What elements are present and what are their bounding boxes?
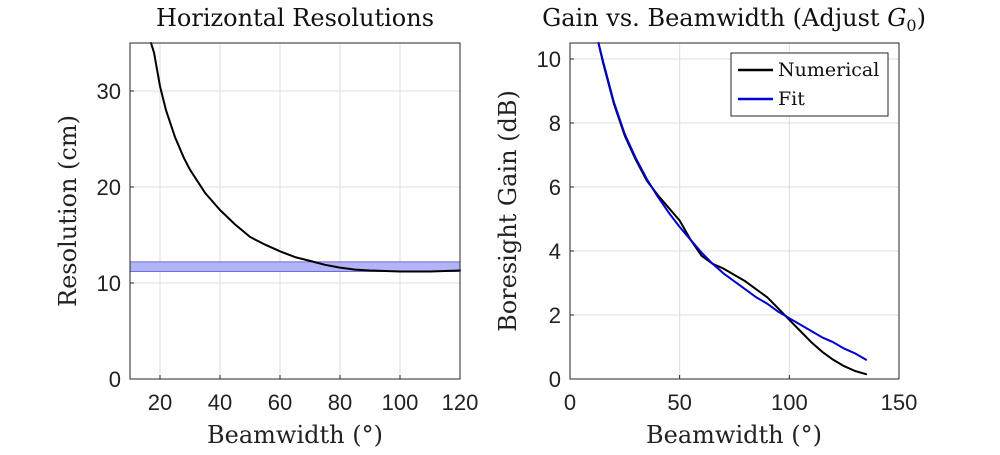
chart-gain-vs-beamwidth: 0 50 100 150 0 2 4 6 8 10 Gain vs. Beamwidth (Ad… (494, 4, 926, 449)
chart-title: Gain vs. Beamwidth (Adjust G0) (542, 4, 926, 35)
y-tick-label: 0 (549, 367, 561, 392)
plot-area (129, 42, 461, 380)
y-tick-label: 10 (537, 47, 561, 72)
x-tick-label: 150 (881, 390, 918, 415)
y-tick-label: 8 (549, 111, 561, 136)
x-tick-label: 120 (442, 390, 479, 415)
y-tick-label: 6 (549, 175, 561, 200)
legend: Numerical Fit (730, 52, 889, 117)
y-tick-label: 20 (97, 175, 121, 200)
chart-title-end: ) (917, 4, 926, 32)
chart-horizontal-resolutions: 20 40 60 80 100 120 0 10 20 30 Horizontal Resolu… (54, 4, 478, 449)
grid (130, 43, 461, 380)
y-tick-label: 30 (97, 79, 121, 104)
legend-label-fit: Fit (778, 88, 805, 110)
legend-box (730, 52, 889, 117)
chart-title-main: Gain vs. Beamwidth (Adjust (542, 4, 887, 32)
plot-area (569, 42, 900, 380)
x-tick-label: 20 (148, 390, 172, 415)
x-tick-label: 100 (771, 390, 808, 415)
y-tick-label: 10 (97, 271, 121, 296)
series (597, 42, 868, 376)
series-line-resolution (150, 42, 461, 273)
series-line-fit (597, 42, 868, 361)
series (150, 42, 461, 273)
y-tick-label: 2 (549, 303, 561, 328)
y-tick-label: 4 (549, 239, 561, 264)
resolution-band-rect (129, 261, 461, 272)
x-tick-label: 100 (382, 390, 419, 415)
x-tick-label: 50 (667, 390, 691, 415)
x-tick-label: 60 (268, 390, 292, 415)
y-axis-label: Boresight Gain (dB) (494, 90, 522, 332)
x-tick-label: 0 (564, 390, 576, 415)
y-tick-labels: 0 2 4 6 8 10 (537, 47, 561, 392)
x-tick-label: 80 (328, 390, 352, 415)
chart-title-subscript: 0 (906, 16, 916, 35)
y-tick-label: 0 (109, 367, 121, 392)
x-tick-label: 40 (208, 390, 232, 415)
x-tick-labels: 0 50 100 150 (564, 390, 917, 415)
legend-label-numerical: Numerical (778, 59, 879, 81)
chart-title: Horizontal Resolutions (156, 4, 434, 32)
y-tick-labels: 0 10 20 30 (97, 79, 121, 392)
x-tick-labels: 20 40 60 80 100 120 (148, 390, 479, 415)
x-axis-label: Beamwidth (°) (207, 421, 383, 449)
y-axis-label: Resolution (cm) (54, 115, 82, 307)
x-axis-label: Beamwidth (°) (646, 421, 822, 449)
resolution-band (129, 261, 461, 272)
chart-title-symbol: G (887, 4, 906, 32)
